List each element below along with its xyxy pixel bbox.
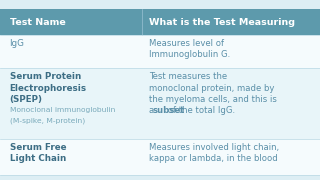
Text: Measures level of: Measures level of xyxy=(149,39,224,48)
Bar xyxy=(0,35,320,68)
Text: Immunoglobulin G.: Immunoglobulin G. xyxy=(149,50,230,59)
Text: the myeloma cells, and this is: the myeloma cells, and this is xyxy=(149,95,277,104)
Text: Light Chain: Light Chain xyxy=(10,154,66,163)
Text: (SPEP): (SPEP) xyxy=(10,95,43,104)
Text: (M-spike, M-protein): (M-spike, M-protein) xyxy=(10,117,85,123)
Text: Measures involved light chain,: Measures involved light chain, xyxy=(149,143,279,152)
Text: Test Name: Test Name xyxy=(10,18,65,27)
Text: What is the Test Measuring: What is the Test Measuring xyxy=(149,18,295,27)
Bar xyxy=(0,139,320,175)
Bar xyxy=(0,0,320,9)
Text: Test measures the: Test measures the xyxy=(149,72,227,81)
Text: monoclonal protein, made by: monoclonal protein, made by xyxy=(149,84,274,93)
Text: of the total IgG.: of the total IgG. xyxy=(165,106,235,115)
Text: Serum Free: Serum Free xyxy=(10,143,66,152)
Bar xyxy=(0,68,320,139)
Text: kappa or lambda, in the blood: kappa or lambda, in the blood xyxy=(149,154,277,163)
Text: Electrophoresis: Electrophoresis xyxy=(10,84,87,93)
Bar xyxy=(0,9,320,35)
Text: IgG: IgG xyxy=(10,39,24,48)
Text: Serum Protein: Serum Protein xyxy=(10,72,81,81)
Text: a: a xyxy=(149,106,157,115)
Text: Monoclonal immunoglobulin: Monoclonal immunoglobulin xyxy=(10,107,115,113)
Text: subset: subset xyxy=(153,106,185,115)
